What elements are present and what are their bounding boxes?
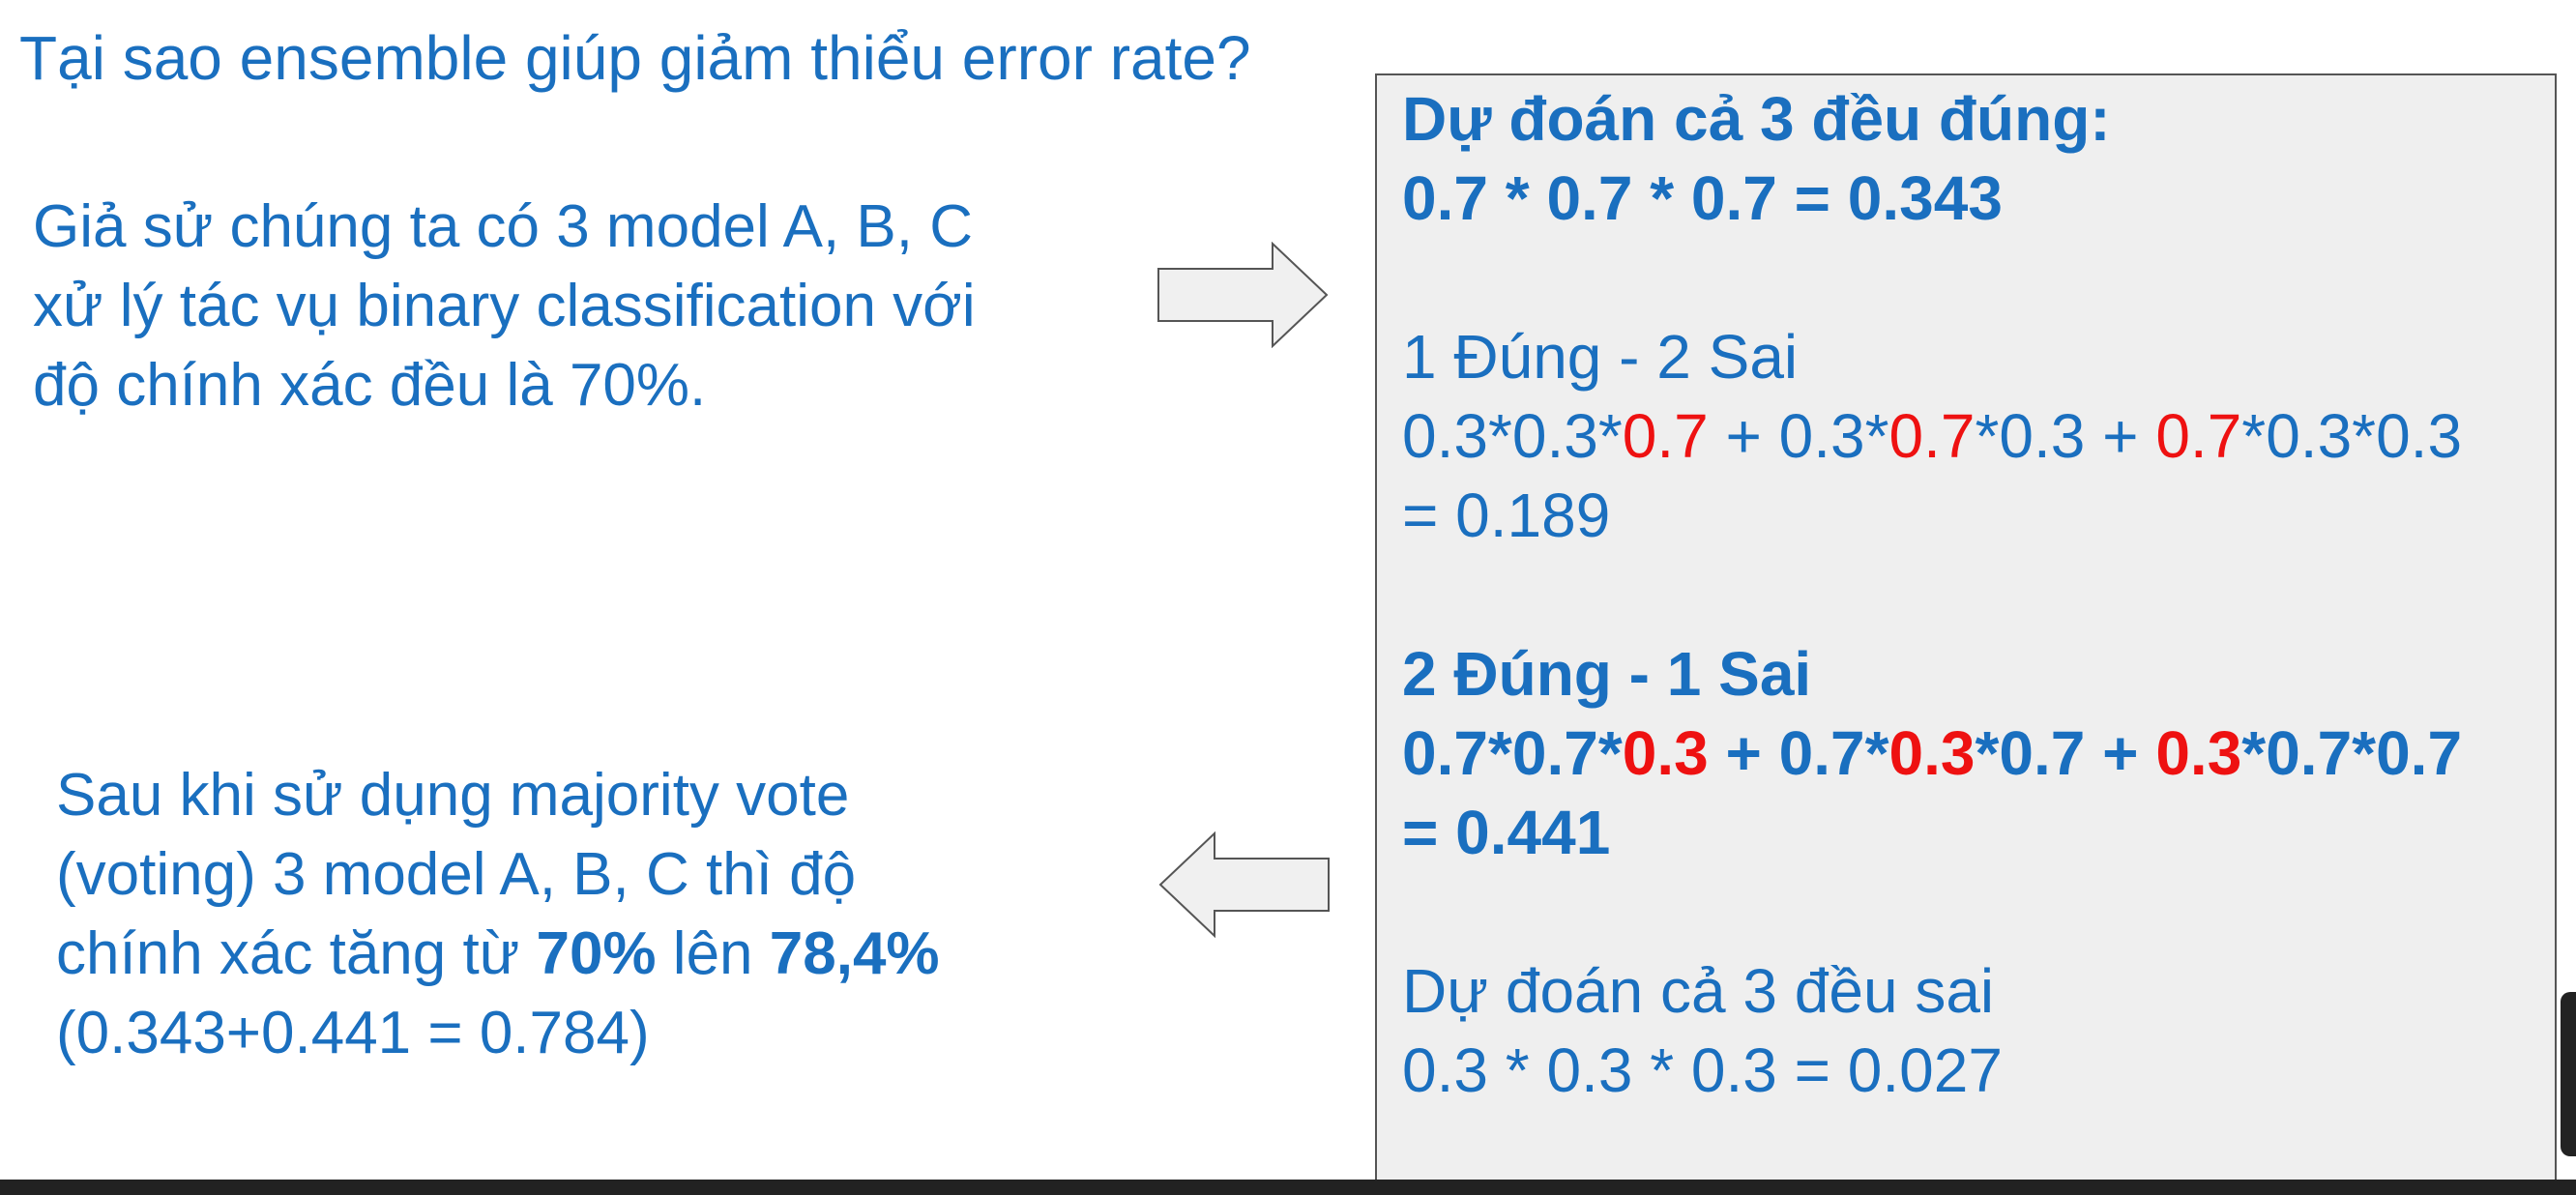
premise-line-2: xử lý tác vụ binary classification với [33, 273, 976, 339]
formula-part: *0.7*0.7 [2241, 718, 2463, 788]
all-wrong-heading: Dự đoán cả 3 đều sai [1402, 956, 1995, 1026]
formula-part: + 0.7* [1708, 718, 1889, 788]
spacer [1402, 872, 2555, 951]
slide-title: Tại sao ensemble giúp giảm thiểu error r… [19, 23, 1251, 93]
conclusion-line-3-prefix: chính xác tăng từ [56, 920, 537, 987]
two-correct-formula: 0.7*0.7*0.3 + 0.7*0.3*0.7 + 0.3*0.7*0.7 [1402, 714, 2555, 793]
formula-part: 0.3*0.3* [1402, 401, 1623, 471]
scroll-handle[interactable] [2561, 992, 2576, 1156]
formula-part: *0.3 + [1975, 401, 2156, 471]
conclusion-line-1: Sau khi sử dụng majority vote [56, 762, 850, 829]
highlight-value: 0.7 [1622, 401, 1709, 471]
premise-line-1: Giả sử chúng ta có 3 model A, B, C [33, 193, 973, 260]
conclusion-line-4: (0.343+0.441 = 0.784) [56, 1000, 650, 1066]
spacer [1402, 238, 2555, 317]
conclusion-line-3: chính xác tăng từ 70% lên 78,4% [56, 915, 1139, 994]
highlight-value: 0.7 [1888, 401, 1976, 471]
arrow-left-icon [1158, 831, 1330, 938]
spacer [1402, 555, 2555, 634]
two-correct-heading: 2 Đúng - 1 Sai [1402, 639, 1812, 709]
bottom-bar [0, 1180, 2576, 1195]
accuracy-before: 70% [536, 920, 657, 987]
highlight-value: 0.3 [1622, 718, 1709, 788]
all-correct-heading: Dự đoán cả 3 đều đúng: [1402, 84, 2111, 154]
highlight-value: 0.7 [2155, 401, 2242, 471]
premise-line-3: độ chính xác đều là 70%. [33, 352, 707, 419]
formula-part: 0.7*0.7* [1402, 718, 1623, 788]
conclusion-line-2: (voting) 3 model A, B, C thì độ [56, 841, 857, 908]
one-correct-result: = 0.189 [1402, 481, 1611, 550]
conclusion-line-3-mid: lên [656, 920, 770, 987]
highlight-value: 0.3 [1888, 718, 1976, 788]
all-wrong-formula: 0.3 * 0.3 * 0.3 = 0.027 [1402, 1035, 2003, 1105]
formula-part: *0.7 + [1975, 718, 2156, 788]
arrow-right-icon [1157, 242, 1329, 348]
formula-part: *0.3*0.3 [2241, 401, 2463, 471]
premise-text: Giả sử chúng ta có 3 model A, B, C xử lý… [33, 188, 1106, 425]
two-correct-result: = 0.441 [1402, 798, 1611, 867]
accuracy-after: 78,4% [769, 920, 940, 987]
one-correct-formula: 0.3*0.3*0.7 + 0.3*0.7*0.3 + 0.7*0.3*0.3 [1402, 396, 2555, 476]
highlight-value: 0.3 [2155, 718, 2242, 788]
formula-part: + 0.3* [1708, 401, 1889, 471]
probability-calculation-box: Dự đoán cả 3 đều đúng: 0.7 * 0.7 * 0.7 =… [1375, 73, 2557, 1180]
one-correct-heading: 1 Đúng - 2 Sai [1402, 322, 1799, 392]
conclusion-text: Sau khi sử dụng majority vote (voting) 3… [56, 756, 1139, 1073]
all-correct-formula: 0.7 * 0.7 * 0.7 = 0.343 [1402, 163, 2003, 233]
